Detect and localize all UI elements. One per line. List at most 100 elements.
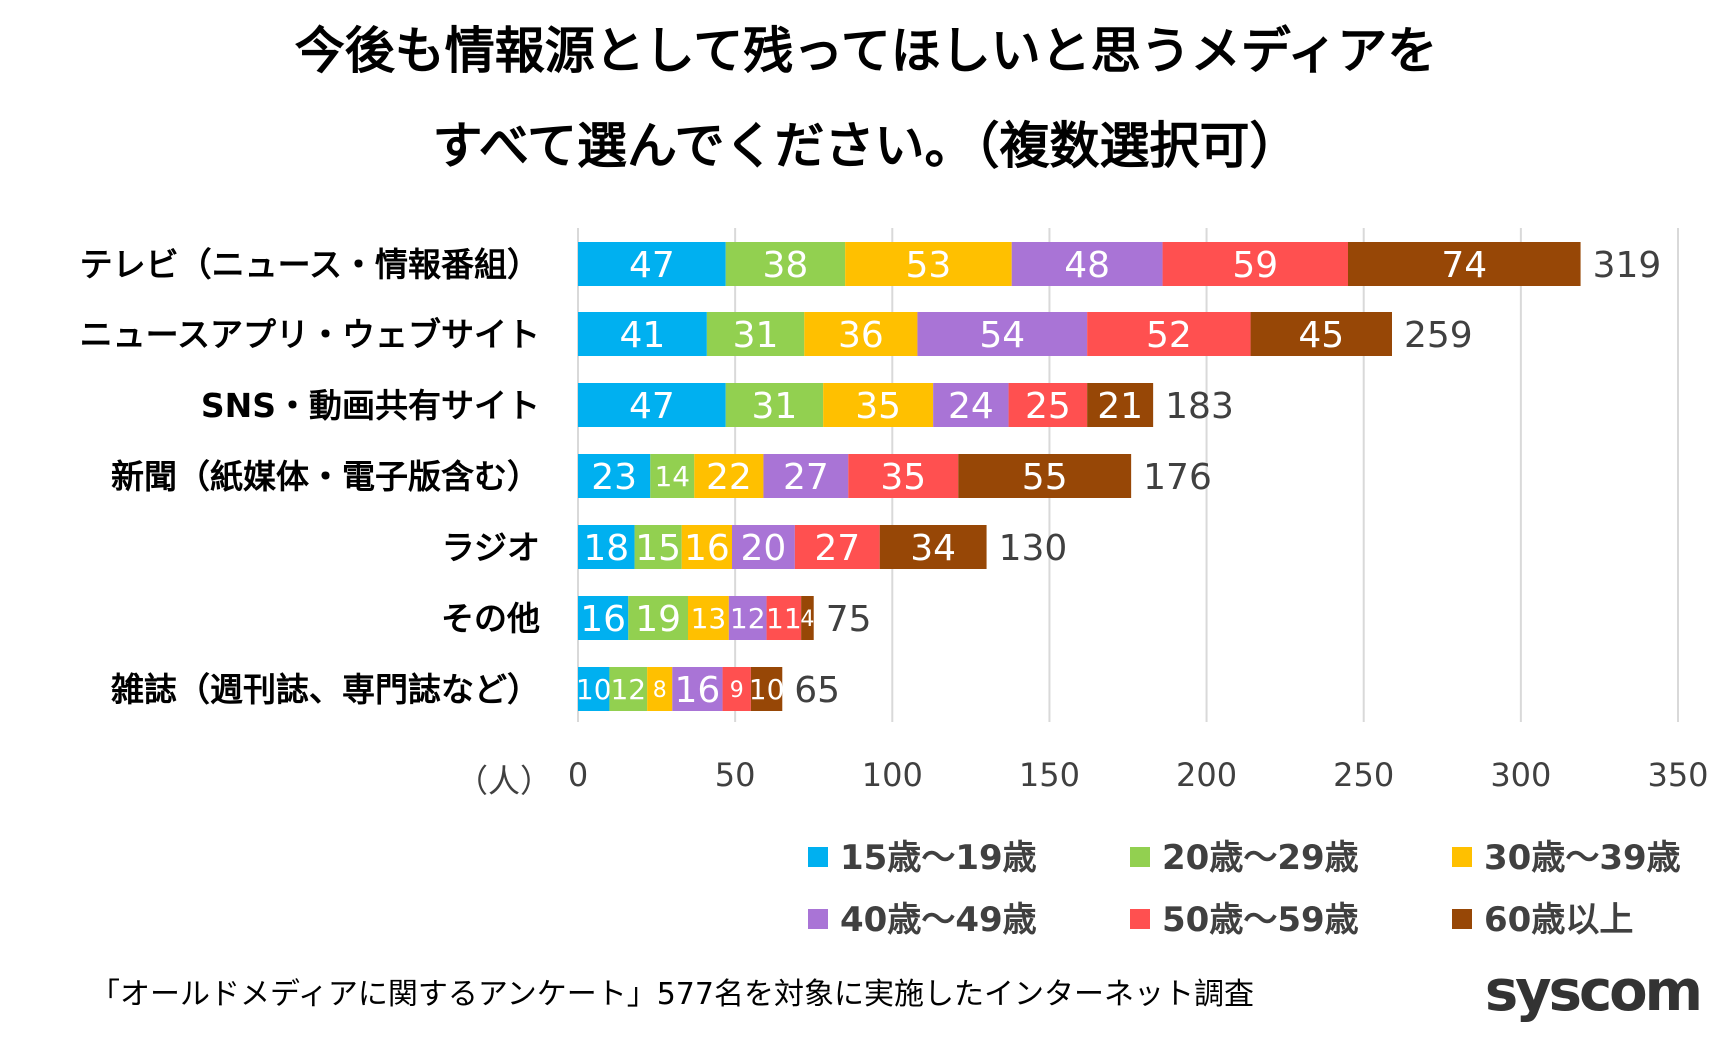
data-label: 14 [654,460,690,493]
legend-swatch [1130,909,1150,929]
legend-label: 50歳～59歳 [1162,900,1359,940]
legend-label: 20歳～29歳 [1162,838,1359,878]
x-tick-label: 250 [1333,756,1394,794]
data-label: 15 [635,528,681,569]
bar-segment [750,667,783,711]
bar-segment [823,383,934,427]
bar-segment [1250,312,1392,356]
x-tick-label: 200 [1176,756,1237,794]
data-label: 45 [1298,315,1344,356]
data-label: 54 [979,315,1025,356]
total-label: 130 [999,528,1068,569]
data-label: 16 [684,528,730,569]
x-tick-label: 350 [1647,756,1708,794]
bar-segment [578,454,651,498]
total-label: 259 [1404,315,1473,356]
category-label: 雑誌（週刊誌、専門誌など） [110,670,540,709]
bar-segment [634,525,682,569]
data-label: 35 [880,457,926,498]
data-label: 47 [629,245,675,286]
x-tick-label: 100 [862,756,923,794]
data-label: 55 [1022,457,1068,498]
bar-segment [647,667,673,711]
legend-swatch [1452,909,1472,929]
data-label: 31 [733,315,779,356]
bar-segment [681,525,732,569]
category-label: その他 [441,599,540,638]
data-label: 23 [591,457,637,498]
data-label: 8 [653,678,667,703]
data-label: 47 [629,386,675,427]
bar-segment [794,525,880,569]
data-label: 24 [948,386,994,427]
chart-title: 今後も情報源として残ってほしいと思うメディアを [295,22,1438,80]
chart-title: すべて選んでください。（複数選択可） [433,117,1300,175]
bar-segment [1011,242,1163,286]
total-label: 75 [826,599,872,640]
data-label: 31 [752,386,798,427]
legend-label: 15歳～19歳 [840,838,1037,878]
bar-segment [766,596,802,640]
bar-segment [578,667,610,711]
data-label: 27 [783,457,829,498]
bar-segment [725,242,846,286]
data-label: 12 [730,602,766,635]
legend-swatch [808,909,828,929]
x-tick-label: 150 [1019,756,1080,794]
bar-segment [1087,383,1154,427]
bar-segment [725,383,824,427]
legend-swatch [1130,847,1150,867]
category-label: SNS・動画共有サイト [201,386,540,425]
total-label: 176 [1143,457,1212,498]
data-label: 36 [838,315,884,356]
data-label: 34 [910,528,956,569]
data-label: 35 [855,386,901,427]
data-label: 48 [1064,245,1110,286]
legend-label: 60歳以上 [1484,900,1633,940]
data-label: 19 [635,599,681,640]
bar-segment [650,454,695,498]
total-label: 319 [1593,245,1662,286]
data-label: 74 [1441,245,1487,286]
data-label: 59 [1232,245,1278,286]
bar-segment [722,667,751,711]
bar-segment [804,312,918,356]
data-label: 53 [906,245,952,286]
data-label: 10 [749,673,785,706]
data-label: 18 [583,528,629,569]
bar-segment [578,596,629,640]
bar-segment [917,312,1088,356]
data-label: 4 [800,607,814,632]
bar-segment [694,454,764,498]
data-label: 27 [814,528,860,569]
bar-segment [763,454,849,498]
bar-segment [1162,242,1348,286]
bar-segment [628,596,688,640]
data-label: 38 [763,245,809,286]
syscom-logo: syscom [1485,959,1700,1024]
category-label: ニュースアプリ・ウェブサイト [80,315,540,354]
data-label: 22 [706,457,752,498]
x-tick-label: 50 [715,756,756,794]
bar-segment [688,596,729,640]
data-label: 25 [1025,386,1071,427]
x-tick-label: 300 [1490,756,1551,794]
bar-segment [1348,242,1581,286]
data-label: 16 [580,599,626,640]
legend-swatch [808,847,828,867]
data-label: 16 [675,670,721,711]
category-label: 新聞（紙媒体・電子版含む） [111,457,540,496]
data-label: 11 [766,602,802,635]
bar-segment [732,525,795,569]
bar-segment [578,383,726,427]
category-label: ラジオ [442,528,540,567]
total-label: 65 [794,670,840,711]
bar-segment [578,312,707,356]
x-axis-label: （人） [456,762,552,800]
category-label: テレビ（ニュース・情報番組） [80,245,540,284]
total-label: 183 [1165,386,1234,427]
legend-label: 40歳～49歳 [840,900,1037,940]
bar-segment [578,242,726,286]
bar-segment [879,525,987,569]
bar-segment [845,242,1012,286]
